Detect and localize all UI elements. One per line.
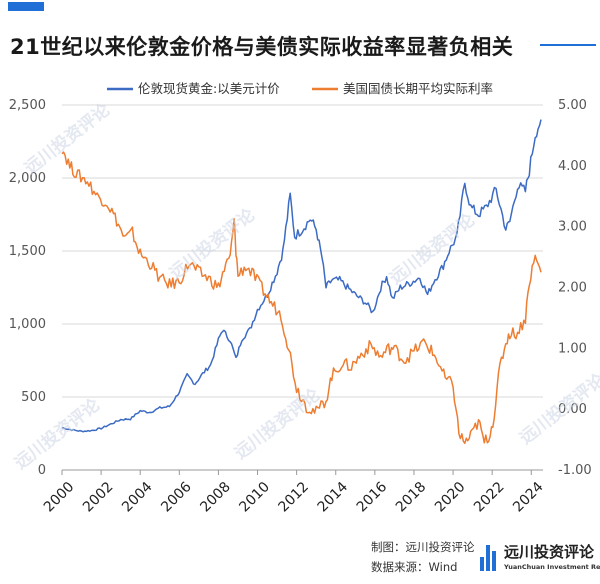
- header-accent-bar: [8, 2, 44, 11]
- x-tick-label: 2004: [119, 479, 156, 516]
- x-axis: 2000 2002 2004 2006 2008 2010 2012 2014 2016 2018…: [41, 470, 547, 515]
- y-axis-right: -1.00 0.00 1.00 2.00 3.00 4.00 5.00: [558, 98, 592, 478]
- grid-lines: [62, 104, 543, 471]
- x-tick-label: 2014: [315, 479, 352, 516]
- x-tick-label: 2012: [276, 479, 313, 516]
- y-right-tick-label: -1.00: [558, 463, 592, 478]
- series-line-real-yield: [61, 151, 542, 445]
- x-tick-label: 2002: [80, 479, 117, 516]
- x-tick-label: 2016: [354, 479, 391, 516]
- footer-maker: 制图：远川投资评论: [371, 540, 475, 554]
- brand-bars-icon: [480, 545, 498, 571]
- chart-title: 21世纪以来伦敦金价格与美债实际收益率显著负相关: [10, 35, 514, 59]
- y-left-tick-label: 2,500: [9, 98, 46, 113]
- series-line-gold-price: [61, 119, 542, 433]
- series-layer: [61, 119, 542, 445]
- y-right-tick-label: 2.00: [558, 281, 587, 296]
- y-left-tick-label: 1,000: [9, 317, 46, 332]
- legend-label-yield: 美国国债长期平均实际利率: [343, 81, 493, 96]
- y-left-tick-label: 500: [21, 390, 46, 405]
- x-tick-label: 2006: [158, 479, 195, 516]
- y-right-tick-label: 1.00: [558, 341, 587, 356]
- x-tick-label: 2000: [41, 479, 78, 516]
- y-axis-left: 0 500 1,000 1,500 2,000 2,500: [9, 98, 46, 478]
- y-right-tick-label: 3.00: [558, 220, 587, 235]
- y-left-tick-label: 0: [38, 463, 46, 478]
- x-tick-label: 2018: [393, 479, 430, 516]
- brand-name: 远川投资评论: [504, 543, 595, 561]
- x-tick-label: 2008: [197, 479, 234, 516]
- x-tick-label: 2024: [510, 479, 547, 516]
- footer-source: 数据来源：Wind: [371, 560, 458, 574]
- y-left-tick-label: 2,000: [9, 171, 46, 186]
- x-tick-label: 2010: [236, 479, 273, 516]
- y-right-tick-label: 5.00: [558, 98, 587, 113]
- x-tick-label: 2020: [432, 479, 469, 516]
- title-rule-line: [540, 44, 596, 46]
- brand-subtitle: YuanChuan Investment Review: [504, 563, 600, 571]
- legend-label-gold: 伦敦现货黄金:以美元计价: [138, 81, 280, 96]
- y-left-tick-label: 1,500: [9, 244, 46, 259]
- x-tick-label: 2022: [471, 479, 508, 516]
- legend: 伦敦现货黄金:以美元计价 美国国债长期平均实际利率: [107, 81, 493, 96]
- y-right-tick-label: 0.00: [558, 402, 587, 417]
- y-right-tick-label: 4.00: [558, 159, 587, 174]
